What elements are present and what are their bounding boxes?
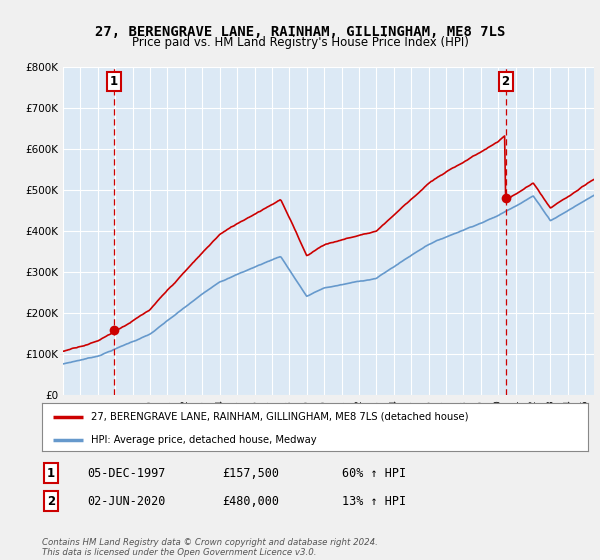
Text: 02-JUN-2020: 02-JUN-2020 bbox=[87, 494, 166, 508]
Text: 05-DEC-1997: 05-DEC-1997 bbox=[87, 466, 166, 480]
Text: 27, BERENGRAVE LANE, RAINHAM, GILLINGHAM, ME8 7LS: 27, BERENGRAVE LANE, RAINHAM, GILLINGHAM… bbox=[95, 25, 505, 39]
Text: Contains HM Land Registry data © Crown copyright and database right 2024.
This d: Contains HM Land Registry data © Crown c… bbox=[42, 538, 378, 557]
Text: £480,000: £480,000 bbox=[222, 494, 279, 508]
Text: 1: 1 bbox=[110, 76, 118, 88]
Text: 60% ↑ HPI: 60% ↑ HPI bbox=[342, 466, 406, 480]
Text: 27, BERENGRAVE LANE, RAINHAM, GILLINGHAM, ME8 7LS (detached house): 27, BERENGRAVE LANE, RAINHAM, GILLINGHAM… bbox=[91, 412, 469, 422]
Text: 2: 2 bbox=[502, 76, 509, 88]
Text: Price paid vs. HM Land Registry's House Price Index (HPI): Price paid vs. HM Land Registry's House … bbox=[131, 36, 469, 49]
Text: £157,500: £157,500 bbox=[222, 466, 279, 480]
Text: 2: 2 bbox=[47, 494, 55, 508]
Text: 1: 1 bbox=[47, 466, 55, 480]
Text: HPI: Average price, detached house, Medway: HPI: Average price, detached house, Medw… bbox=[91, 435, 317, 445]
Text: 13% ↑ HPI: 13% ↑ HPI bbox=[342, 494, 406, 508]
